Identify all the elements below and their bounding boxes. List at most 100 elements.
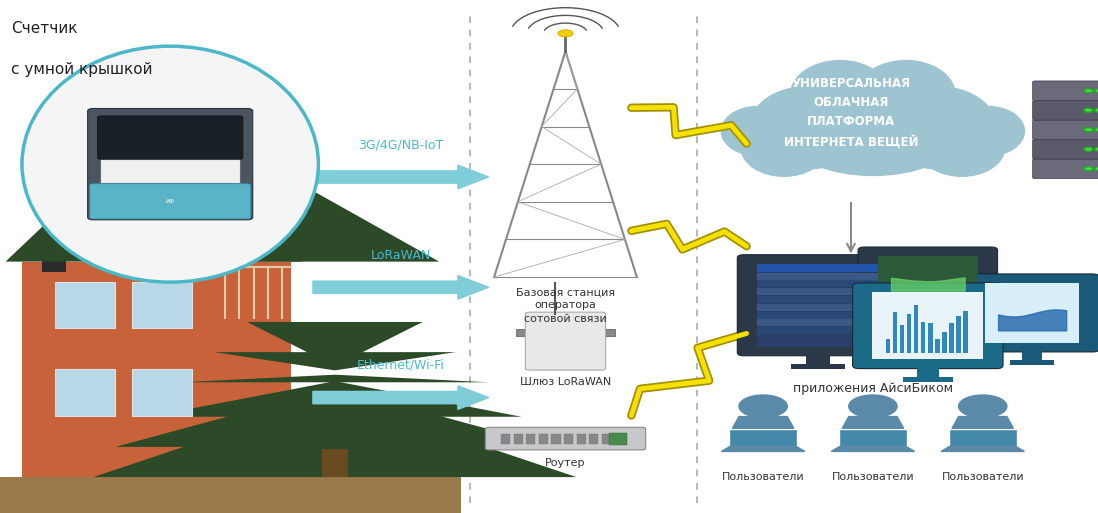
Ellipse shape — [791, 61, 889, 129]
FancyBboxPatch shape — [1033, 140, 1098, 159]
Ellipse shape — [22, 46, 318, 282]
FancyBboxPatch shape — [758, 311, 878, 319]
Polygon shape — [148, 381, 522, 417]
FancyBboxPatch shape — [615, 434, 624, 444]
Polygon shape — [730, 430, 796, 446]
FancyBboxPatch shape — [90, 184, 250, 219]
Circle shape — [959, 395, 1007, 418]
Circle shape — [1084, 108, 1093, 112]
FancyBboxPatch shape — [918, 309, 938, 322]
Circle shape — [739, 395, 787, 418]
FancyBboxPatch shape — [42, 210, 66, 272]
Ellipse shape — [919, 119, 1005, 176]
FancyBboxPatch shape — [98, 116, 243, 160]
Ellipse shape — [741, 119, 827, 176]
FancyBboxPatch shape — [907, 314, 911, 353]
FancyBboxPatch shape — [55, 282, 115, 328]
FancyBboxPatch shape — [914, 305, 918, 353]
FancyBboxPatch shape — [963, 311, 967, 353]
FancyBboxPatch shape — [132, 369, 192, 416]
FancyBboxPatch shape — [852, 283, 1004, 368]
Ellipse shape — [952, 107, 1024, 156]
Text: приложения АйсиБиком: приложения АйсиБиком — [793, 382, 953, 395]
Text: Пользователи: Пользователи — [721, 472, 805, 482]
FancyBboxPatch shape — [322, 449, 348, 477]
Circle shape — [1084, 167, 1093, 171]
Text: Пользователи: Пользователи — [941, 472, 1024, 482]
FancyArrow shape — [313, 386, 489, 409]
FancyBboxPatch shape — [539, 434, 548, 444]
FancyBboxPatch shape — [949, 323, 954, 353]
Polygon shape — [952, 417, 1013, 428]
FancyBboxPatch shape — [758, 264, 878, 347]
Text: LoRaWAN: LoRaWAN — [371, 249, 430, 262]
FancyBboxPatch shape — [885, 339, 890, 353]
FancyBboxPatch shape — [485, 427, 646, 450]
FancyBboxPatch shape — [872, 292, 984, 359]
Circle shape — [849, 395, 897, 418]
FancyBboxPatch shape — [758, 272, 878, 280]
Circle shape — [1095, 167, 1098, 171]
Polygon shape — [181, 374, 489, 382]
FancyBboxPatch shape — [576, 434, 585, 444]
FancyBboxPatch shape — [516, 329, 615, 336]
Text: УНИВЕРСАЛЬНАЯ
ОБЛАЧНАЯ
ПЛАТФОРМА
ИНТЕРНЕТА ВЕЩЕЙ: УНИВЕРСАЛЬНАЯ ОБЛАЧНАЯ ПЛАТФОРМА ИНТЕРНЕ… — [784, 77, 918, 148]
FancyBboxPatch shape — [526, 434, 536, 444]
Text: Ethernet/Wi-Fi: Ethernet/Wi-Fi — [357, 359, 445, 372]
FancyBboxPatch shape — [928, 323, 932, 353]
FancyBboxPatch shape — [514, 434, 523, 444]
FancyArrow shape — [313, 165, 489, 189]
FancyBboxPatch shape — [758, 288, 878, 295]
Text: Базовая станция
оператора
сотовой связи: Базовая станция оператора сотовой связи — [516, 287, 615, 324]
FancyBboxPatch shape — [917, 365, 939, 379]
FancyBboxPatch shape — [526, 312, 606, 370]
Polygon shape — [950, 430, 1016, 446]
FancyBboxPatch shape — [758, 296, 878, 303]
Polygon shape — [831, 446, 915, 451]
FancyBboxPatch shape — [132, 282, 192, 328]
Circle shape — [1084, 128, 1093, 132]
FancyBboxPatch shape — [758, 304, 878, 311]
FancyArrow shape — [313, 275, 489, 299]
FancyBboxPatch shape — [905, 320, 951, 325]
FancyBboxPatch shape — [758, 280, 878, 287]
Ellipse shape — [721, 107, 794, 156]
Circle shape — [1084, 89, 1093, 93]
Polygon shape — [154, 185, 439, 262]
Text: Шлюз LoRaWAN: Шлюз LoRaWAN — [519, 377, 612, 387]
FancyBboxPatch shape — [1010, 360, 1054, 365]
Polygon shape — [88, 236, 192, 265]
FancyBboxPatch shape — [1033, 81, 1098, 101]
FancyBboxPatch shape — [934, 340, 940, 353]
Polygon shape — [115, 388, 554, 447]
Circle shape — [1084, 147, 1093, 151]
Polygon shape — [842, 417, 904, 428]
Text: Пользователи: Пользователи — [831, 472, 915, 482]
FancyBboxPatch shape — [101, 160, 239, 183]
FancyBboxPatch shape — [758, 320, 878, 326]
Circle shape — [1095, 108, 1098, 112]
FancyBboxPatch shape — [564, 434, 573, 444]
FancyBboxPatch shape — [608, 433, 627, 445]
Polygon shape — [247, 322, 423, 366]
FancyBboxPatch shape — [501, 434, 511, 444]
Ellipse shape — [856, 61, 955, 129]
FancyBboxPatch shape — [758, 264, 878, 272]
Circle shape — [558, 30, 573, 37]
Text: 3G/4G/NB-IoT: 3G/4G/NB-IoT — [358, 139, 444, 151]
Polygon shape — [721, 446, 805, 451]
FancyBboxPatch shape — [55, 369, 115, 416]
Circle shape — [1095, 147, 1098, 151]
Polygon shape — [5, 118, 302, 262]
Polygon shape — [214, 352, 456, 370]
Circle shape — [1095, 128, 1098, 132]
FancyBboxPatch shape — [602, 434, 610, 444]
FancyBboxPatch shape — [859, 247, 997, 312]
Ellipse shape — [794, 107, 952, 175]
Text: с умной крышкой: с умной крышкой — [11, 62, 153, 76]
FancyBboxPatch shape — [1033, 120, 1098, 140]
FancyBboxPatch shape — [22, 262, 291, 477]
FancyBboxPatch shape — [921, 322, 926, 353]
FancyBboxPatch shape — [738, 255, 898, 356]
FancyBboxPatch shape — [1033, 101, 1098, 120]
